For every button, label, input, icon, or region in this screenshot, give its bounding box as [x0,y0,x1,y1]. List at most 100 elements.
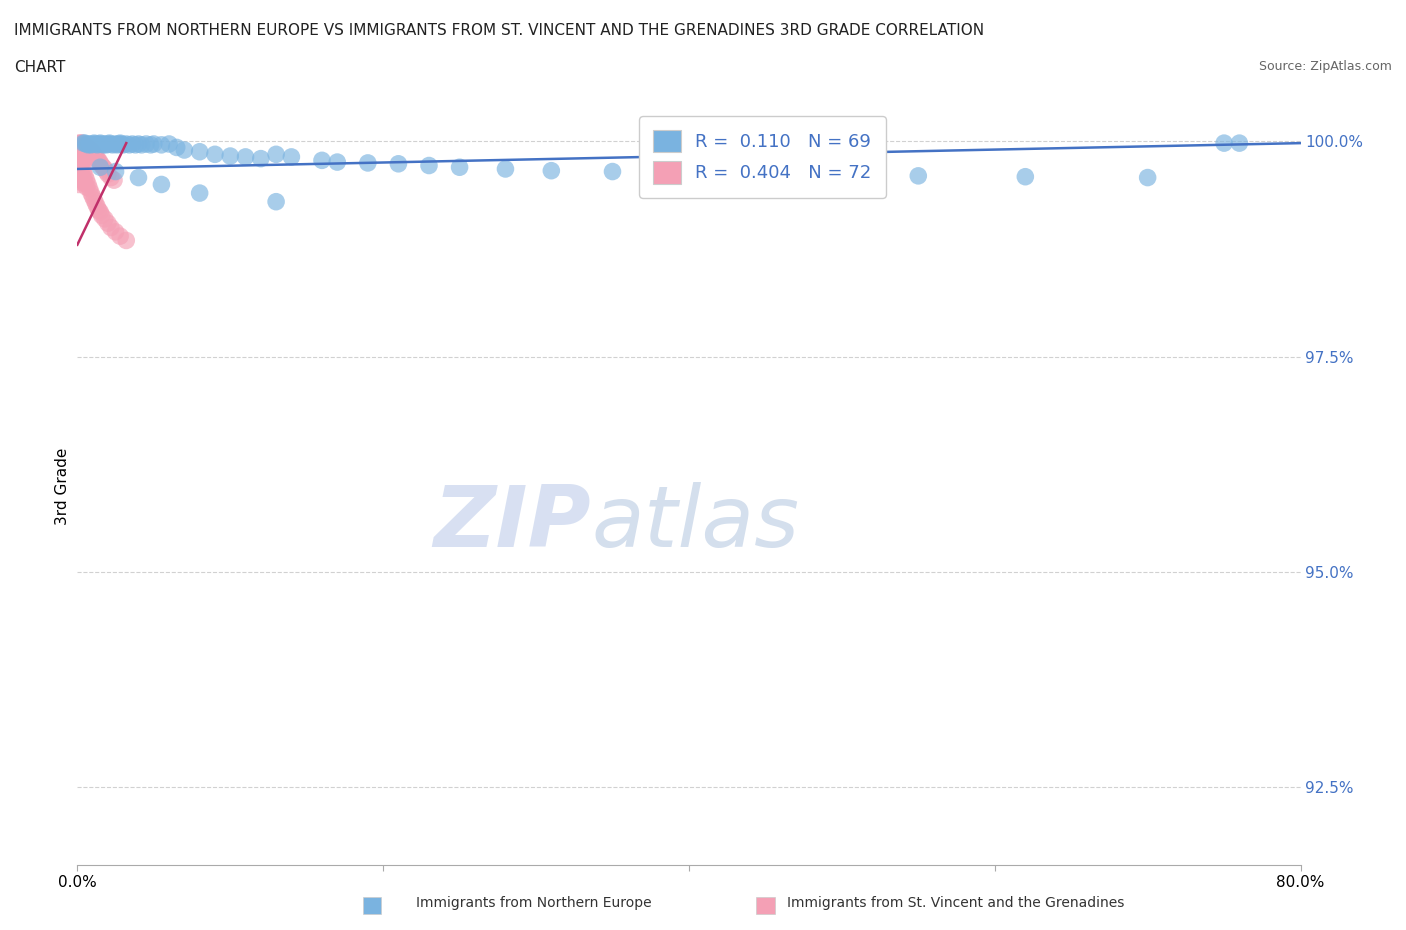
Point [87,203,110,218]
Point [82,144,104,159]
Point [72,152,94,166]
Point [100,170,122,185]
Point [662,166,685,180]
Point [83,136,105,151]
Point [150,177,173,192]
Point [157,137,180,152]
Point [127,137,149,152]
Point [724,166,747,181]
Point [79,149,101,164]
Point [73,152,96,166]
Point [87,137,110,152]
Point [264,194,287,209]
Point [79,142,101,157]
Point [82,189,104,204]
Point [67,147,90,162]
Point [69,140,91,155]
Point [80,142,103,157]
Point [94,211,117,226]
Point [83,147,105,162]
Point [118,138,141,153]
Point [67,168,90,183]
Point [139,138,162,153]
Point [449,160,471,175]
Point [76,144,98,159]
Point [135,137,157,152]
Point [70,147,93,162]
Point [166,140,188,155]
Point [111,137,134,152]
Point [97,216,120,231]
Point [80,149,103,164]
Point [69,166,91,180]
Point [72,164,94,179]
Point [76,152,98,166]
Point [87,153,110,167]
Text: CHART: CHART [14,60,66,75]
Point [264,147,287,162]
Point [67,177,90,192]
Point [127,170,149,185]
Point [72,144,94,159]
Point [142,137,165,152]
Point [77,138,100,153]
Point [107,137,129,152]
Point [69,153,91,167]
Point [67,140,90,155]
Point [77,147,100,162]
Point [73,136,96,151]
Point [1136,170,1159,185]
Point [108,229,131,244]
Point [84,137,107,152]
Point [235,150,257,165]
Point [67,162,90,177]
Point [82,137,104,152]
Point [89,136,111,151]
Point [79,181,101,196]
Point [108,136,131,151]
Point [70,168,93,183]
Point [86,152,108,166]
Point [84,150,107,165]
Point [96,138,118,153]
Text: Immigrants from St. Vincent and the Grenadines: Immigrants from St. Vincent and the Gren… [787,896,1125,910]
Point [250,152,273,166]
Point [70,153,93,167]
Point [73,139,96,153]
Point [72,139,94,153]
Point [173,142,195,157]
Point [73,168,96,183]
Point [105,138,128,153]
Point [80,186,103,201]
Point [72,136,94,151]
Point [204,147,226,162]
Point [83,193,105,207]
Point [84,196,107,211]
Point [97,166,120,181]
Point [103,173,125,188]
Point [89,155,111,170]
Point [104,137,127,152]
Point [70,162,93,177]
Point [89,205,111,219]
Point [86,199,108,214]
Point [70,140,93,155]
Text: ZIP: ZIP [433,483,591,565]
Legend: R =  0.110   N = 69, R =  0.404   N = 72: R = 0.110 N = 69, R = 0.404 N = 72 [638,116,886,198]
Point [121,137,143,152]
Point [67,155,90,170]
Point [70,136,93,151]
Y-axis label: 3rd Grade: 3rd Grade [55,447,70,525]
Point [94,137,117,152]
Text: Source: ZipAtlas.com: Source: ZipAtlas.com [1258,60,1392,73]
Point [97,137,120,152]
Point [73,175,96,191]
Point [96,164,118,179]
Point [76,179,98,194]
Point [67,136,90,151]
Point [91,138,114,153]
Point [98,136,121,151]
Point [311,153,333,167]
Point [69,158,91,173]
Point [104,224,127,239]
